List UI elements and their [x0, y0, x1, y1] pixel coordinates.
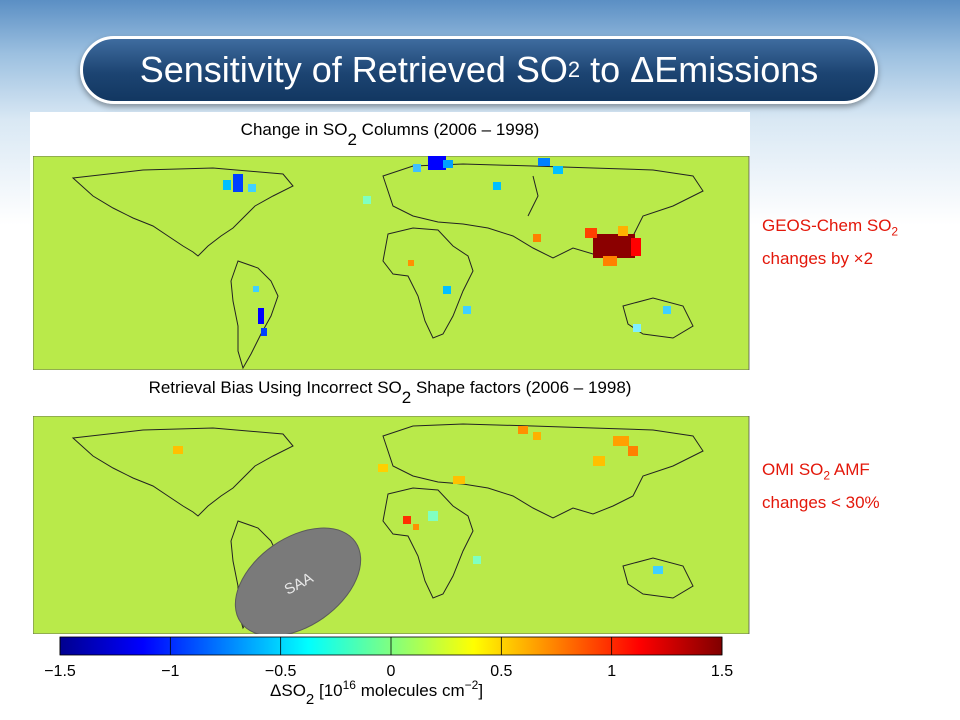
map-field — [33, 416, 750, 634]
bottom-map-panel: Retrieval Bias Using Incorrect SO2 Shape… — [30, 372, 750, 640]
colorbar-tick-label: −1 — [161, 663, 179, 680]
title-tail: to ΔEmissions — [580, 49, 819, 90]
top-anomaly-cells — [223, 156, 671, 336]
bottom-anomaly-cells — [173, 426, 663, 574]
note-bottom-sub: 2 — [823, 468, 831, 483]
note-bottom-line2: changes < 30% — [762, 493, 880, 513]
colorbar: −1.5 −1 −0.5 0 0.5 1 1.5 ΔSO2 [1016 molecules … — [44, 636, 733, 708]
bottom-title-post: Shape factors (2006 – 1998) — [411, 378, 632, 397]
slide-title: Sensitivity of Retrieved SO 2 to ΔEmissio… — [80, 36, 878, 104]
top-map-panel: Change in SO2 Columns (2006 – 1998) — [30, 112, 750, 370]
colorbar-tick-label: 1 — [607, 663, 616, 680]
top-title-text: Change in SO — [240, 120, 348, 139]
note-top-line2: changes by ×2 — [762, 249, 874, 269]
title-main: Sensitivity of Retrieved SO — [139, 49, 568, 90]
colorbar-ticks: −1.5 −1 −0.5 0 0.5 1 1.5 — [44, 637, 733, 680]
title-subscript: 2 — [567, 57, 581, 82]
note-bottom: OMI SO2 AMF changes < 30% — [762, 456, 880, 517]
bottom-panel-title: Retrieval Bias Using Incorrect SO2 Shape… — [30, 378, 750, 408]
bottom-title-text: Retrieval Bias Using Incorrect SO — [148, 378, 402, 397]
note-bottom-line1: OMI SO — [762, 460, 824, 479]
colorbar-tick-label: 0.5 — [490, 663, 512, 680]
colorbar-tick-label: −0.5 — [265, 663, 297, 680]
top-title-post: Columns (2006 – 1998) — [356, 120, 540, 139]
top-title-sub: 2 — [347, 130, 357, 149]
colorbar-tick-label: 0 — [387, 663, 396, 680]
note-top-sub: 2 — [891, 224, 899, 239]
top-map — [33, 156, 750, 370]
note-bottom-line1-post: AMF — [830, 460, 870, 479]
note-top: GEOS-Chem SO2 changes by ×2 — [762, 212, 898, 273]
top-panel-title: Change in SO2 Columns (2006 – 1998) — [30, 120, 750, 150]
map-field — [33, 156, 750, 370]
colorbar-tick-label: 1.5 — [711, 663, 733, 680]
bottom-title-sub: 2 — [401, 388, 412, 407]
colorbar-label: ΔSO2 [1016 molecules cm−2] — [270, 678, 483, 708]
note-top-line1: GEOS-Chem SO — [762, 216, 892, 235]
saa-region: SAA — [234, 527, 362, 634]
bottom-map: SAA — [33, 416, 750, 634]
colorbar-tick-label: −1.5 — [44, 663, 76, 680]
